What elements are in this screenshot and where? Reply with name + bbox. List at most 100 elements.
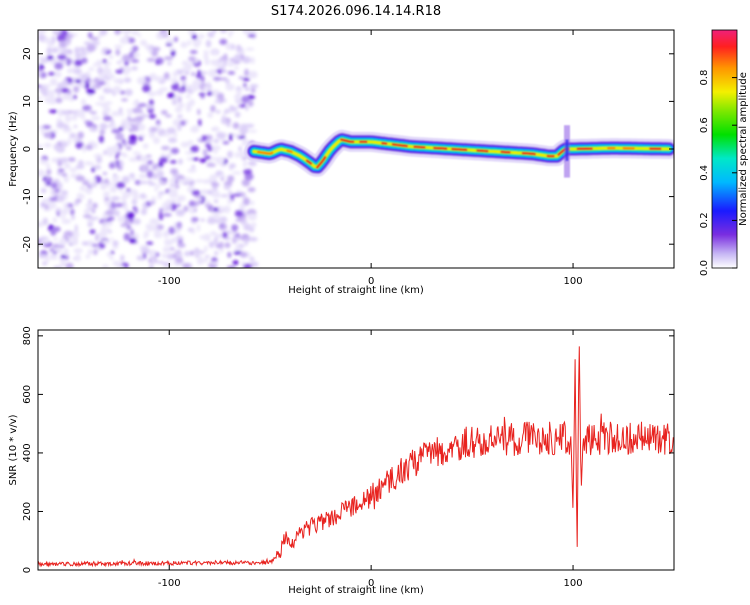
noise-speckle bbox=[206, 200, 210, 204]
noise-speckle bbox=[122, 176, 130, 183]
noise-speckle bbox=[157, 166, 162, 171]
noise-speckle bbox=[126, 212, 134, 220]
noise-speckle bbox=[68, 31, 72, 35]
noise-speckle bbox=[178, 97, 181, 103]
noise-speckle bbox=[178, 225, 182, 228]
noise-speckle bbox=[105, 197, 110, 200]
noise-speckle bbox=[142, 124, 145, 129]
noise-speckle bbox=[159, 157, 168, 164]
noise-speckle bbox=[103, 221, 107, 227]
noise-speckle bbox=[228, 61, 234, 67]
noise-speckle bbox=[120, 37, 129, 44]
noise-speckle bbox=[133, 152, 141, 155]
snr-ytick-label: 600 bbox=[22, 385, 33, 404]
noise-speckle bbox=[248, 187, 256, 192]
noise-speckle bbox=[46, 47, 52, 55]
noise-speckle bbox=[251, 223, 256, 228]
noise-speckle bbox=[195, 179, 203, 183]
noise-speckle bbox=[73, 86, 79, 93]
colorbar-tick-label: 0.0 bbox=[699, 260, 710, 276]
noise-speckle bbox=[124, 72, 128, 75]
noise-speckle bbox=[81, 81, 86, 87]
noise-speckle bbox=[238, 76, 243, 79]
noise-speckle bbox=[227, 151, 233, 159]
noise-speckle bbox=[100, 129, 105, 135]
noise-speckle bbox=[239, 127, 248, 134]
noise-speckle bbox=[37, 29, 47, 34]
noise-speckle bbox=[151, 259, 155, 262]
noise-speckle bbox=[240, 104, 246, 108]
noise-speckle bbox=[235, 112, 241, 118]
noise-speckle bbox=[177, 199, 181, 204]
noise-speckle bbox=[201, 189, 208, 194]
noise-speckle bbox=[216, 99, 221, 103]
noise-speckle bbox=[251, 57, 255, 64]
noise-speckle bbox=[177, 204, 181, 207]
noise-speckle bbox=[162, 213, 172, 216]
noise-speckle bbox=[129, 157, 138, 161]
noise-speckle bbox=[244, 224, 252, 231]
noise-speckle bbox=[68, 237, 77, 245]
noise-speckle bbox=[140, 134, 146, 137]
noise-speckle bbox=[175, 82, 178, 88]
noise-speckle bbox=[47, 56, 54, 60]
noise-speckle bbox=[161, 110, 168, 115]
noise-speckle bbox=[207, 190, 213, 195]
noise-speckle bbox=[215, 62, 224, 68]
noise-speckle bbox=[229, 106, 237, 111]
noise-speckle bbox=[113, 86, 122, 94]
noise-speckle bbox=[49, 255, 58, 260]
noise-speckle bbox=[231, 224, 238, 231]
noise-speckle bbox=[241, 195, 246, 198]
noise-speckle bbox=[73, 33, 77, 36]
noise-speckle bbox=[111, 201, 115, 209]
noise-speckle bbox=[229, 163, 236, 168]
noise-speckle bbox=[123, 55, 126, 59]
noise-speckle bbox=[170, 168, 178, 174]
noise-speckle bbox=[120, 58, 123, 64]
noise-speckle bbox=[184, 251, 190, 256]
noise-speckle bbox=[164, 56, 173, 60]
snr-ytick-label: 200 bbox=[22, 502, 33, 521]
noise-speckle bbox=[109, 162, 116, 169]
noise-speckle bbox=[81, 74, 88, 82]
noise-speckle bbox=[133, 101, 138, 106]
noise-speckle bbox=[192, 34, 197, 39]
noise-speckle bbox=[225, 242, 231, 248]
noise-speckle bbox=[74, 60, 82, 67]
noise-speckle bbox=[229, 134, 233, 141]
noise-speckle bbox=[115, 133, 124, 141]
noise-speckle bbox=[45, 84, 51, 88]
noise-speckle bbox=[134, 207, 138, 214]
noise-speckle bbox=[147, 170, 154, 178]
noise-speckle bbox=[93, 165, 101, 170]
noise-speckle bbox=[109, 55, 114, 59]
noise-speckle bbox=[161, 147, 169, 150]
noise-speckle bbox=[61, 88, 69, 94]
noise-speckle bbox=[149, 114, 156, 119]
noise-speckle bbox=[97, 67, 103, 74]
noise-speckle bbox=[248, 213, 257, 220]
noise-speckle bbox=[36, 221, 44, 227]
noise-speckle bbox=[234, 66, 238, 70]
noise-speckle bbox=[239, 244, 243, 248]
noise-speckle bbox=[243, 182, 249, 186]
noise-speckle bbox=[157, 185, 161, 189]
noise-speckle bbox=[250, 84, 259, 88]
noise-speckle bbox=[68, 137, 72, 145]
noise-speckle bbox=[132, 66, 138, 70]
noise-speckle bbox=[203, 86, 212, 90]
noise-speckle bbox=[124, 233, 131, 241]
noise-speckle bbox=[120, 255, 124, 262]
noise-speckle bbox=[92, 142, 98, 148]
noise-speckle bbox=[100, 103, 108, 108]
noise-speckle bbox=[166, 204, 172, 210]
ridge-peak bbox=[477, 151, 487, 152]
noise-speckle bbox=[210, 105, 216, 112]
noise-speckle bbox=[196, 251, 205, 254]
noise-speckle bbox=[42, 261, 47, 265]
ridge-smear-core bbox=[566, 140, 569, 161]
noise-speckle bbox=[238, 136, 246, 139]
noise-speckle bbox=[124, 77, 132, 82]
spectrogram-ytick-label: 10 bbox=[22, 95, 33, 108]
